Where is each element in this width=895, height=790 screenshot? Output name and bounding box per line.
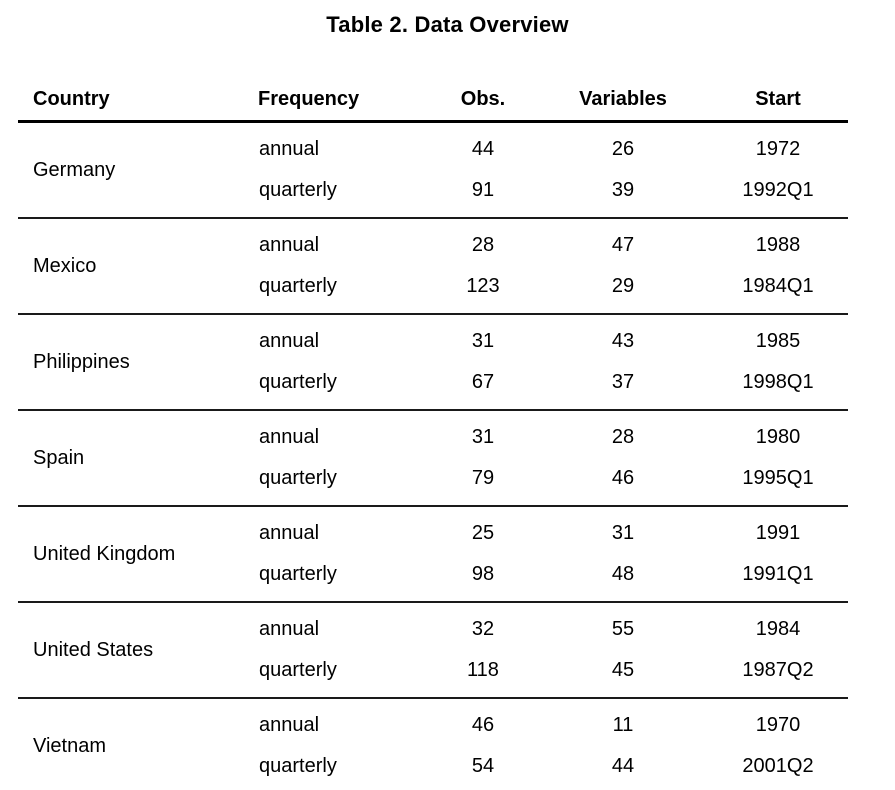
start-cell: 2001Q2 [742, 755, 814, 777]
start-cell: 1972 [755, 138, 801, 160]
country-cell: Vietnam [33, 734, 107, 757]
country-group: Philippines annual 31 43 1985 quarterly … [18, 314, 848, 410]
variables-cell: 48 [611, 563, 635, 585]
obs-cell: 44 [471, 138, 495, 160]
frequency-cell: annual [259, 138, 320, 160]
table-row: quarterly 79 46 1995Q1 [18, 458, 848, 506]
obs-cell: 28 [471, 234, 495, 256]
obs-cell: 67 [471, 371, 495, 393]
variables-cell: 26 [611, 138, 635, 160]
table-row: United States annual 32 55 1984 [18, 602, 848, 661]
table-row: quarterly 98 48 1991Q1 [18, 554, 848, 602]
country-cell: United Kingdom [33, 542, 176, 565]
obs-cell: 25 [471, 522, 495, 544]
obs-cell: 91 [471, 179, 495, 201]
table-row: United Kingdom annual 25 31 1991 [18, 506, 848, 565]
obs-cell: 118 [467, 659, 499, 681]
obs-cell: 79 [471, 467, 495, 489]
country-cell: United States [33, 638, 154, 661]
variables-cell: 39 [611, 179, 635, 201]
column-header-country: Country [33, 88, 110, 110]
country-group: Vietnam annual 46 11 1970 quarterly 54 4… [18, 698, 848, 790]
country-group: Germany annual 44 26 1972 quarterly 91 3… [18, 121, 848, 219]
frequency-cell: quarterly [259, 179, 337, 201]
obs-cell: 46 [471, 714, 495, 736]
table-row: Philippines annual 31 43 1985 [18, 314, 848, 373]
obs-cell: 31 [471, 330, 495, 352]
obs-cell: 54 [471, 755, 495, 777]
variables-cell: 28 [611, 426, 635, 448]
table-row: Germany annual 44 26 1972 [18, 122, 848, 181]
table-header: Country Frequency Obs. Variables Start [18, 82, 848, 122]
frequency-cell: annual [259, 522, 320, 544]
table-row: quarterly 118 45 1987Q2 [18, 650, 848, 698]
frequency-cell: quarterly [259, 755, 337, 777]
obs-cell: 123 [466, 275, 500, 297]
country-cell: Germany [33, 158, 116, 181]
table-row: Spain annual 31 28 1980 [18, 410, 848, 469]
column-header-frequency: Frequency [258, 88, 360, 110]
frequency-cell: annual [259, 426, 320, 448]
country-cell: Spain [33, 446, 85, 469]
start-cell: 1991 [755, 522, 801, 544]
frequency-cell: annual [259, 714, 320, 736]
country-group: Mexico annual 28 47 1988 quarterly 123 2… [18, 218, 848, 314]
column-header-start: Start [755, 88, 801, 110]
obs-cell: 31 [471, 426, 495, 448]
frequency-cell: annual [259, 618, 320, 640]
obs-cell: 98 [471, 563, 495, 585]
start-cell: 1980 [755, 426, 801, 448]
table-row: quarterly 54 44 2001Q2 [18, 746, 848, 790]
frequency-cell: quarterly [259, 659, 337, 681]
frequency-cell: annual [259, 330, 320, 352]
variables-cell: 31 [611, 522, 635, 544]
start-cell: 1987Q2 [742, 659, 814, 681]
country-cell: Mexico [33, 254, 97, 277]
table-caption: Table 2. Data Overview [326, 12, 569, 37]
frequency-cell: quarterly [259, 275, 337, 297]
table-row: Mexico annual 28 47 1988 [18, 218, 848, 277]
table-row: quarterly 91 39 1992Q1 [18, 170, 848, 218]
variables-cell: 45 [611, 659, 635, 681]
column-header-obs: Obs. [460, 88, 506, 110]
country-group: United Kingdom annual 25 31 1991 quarter… [18, 506, 848, 602]
start-cell: 1988 [755, 234, 801, 256]
header-row: Country Frequency Obs. Variables Start [18, 82, 848, 122]
variables-cell: 46 [611, 467, 635, 489]
variables-cell: 29 [611, 275, 635, 297]
obs-cell: 32 [471, 618, 495, 640]
table-row: quarterly 67 37 1998Q1 [18, 362, 848, 410]
table-row: Vietnam annual 46 11 1970 [18, 698, 848, 757]
frequency-cell: quarterly [259, 467, 337, 489]
country-group: Spain annual 31 28 1980 quarterly 79 46 … [18, 410, 848, 506]
start-cell: 1984Q1 [742, 275, 814, 297]
country-cell: Philippines [33, 350, 130, 373]
column-header-variables: Variables [579, 88, 667, 110]
start-cell: 1991Q1 [742, 563, 814, 585]
variables-cell: 55 [611, 618, 635, 640]
start-cell: 1985 [755, 330, 801, 352]
variables-cell: 47 [611, 234, 635, 256]
frequency-cell: quarterly [259, 371, 337, 393]
start-cell: 1970 [755, 714, 801, 736]
start-cell: 1992Q1 [742, 179, 814, 201]
table-row: quarterly 123 29 1984Q1 [18, 266, 848, 314]
frequency-cell: quarterly [259, 563, 337, 585]
start-cell: 1995Q1 [742, 467, 814, 489]
variables-cell: 11 [612, 714, 634, 736]
country-group: United States annual 32 55 1984 quarterl… [18, 602, 848, 698]
data-overview-table: Country Frequency Obs. Variables Start G… [18, 82, 848, 790]
variables-cell: 37 [611, 371, 635, 393]
start-cell: 1984 [755, 618, 801, 640]
variables-cell: 44 [611, 755, 635, 777]
variables-cell: 43 [611, 330, 635, 352]
frequency-cell: annual [259, 234, 320, 256]
start-cell: 1998Q1 [742, 371, 814, 393]
